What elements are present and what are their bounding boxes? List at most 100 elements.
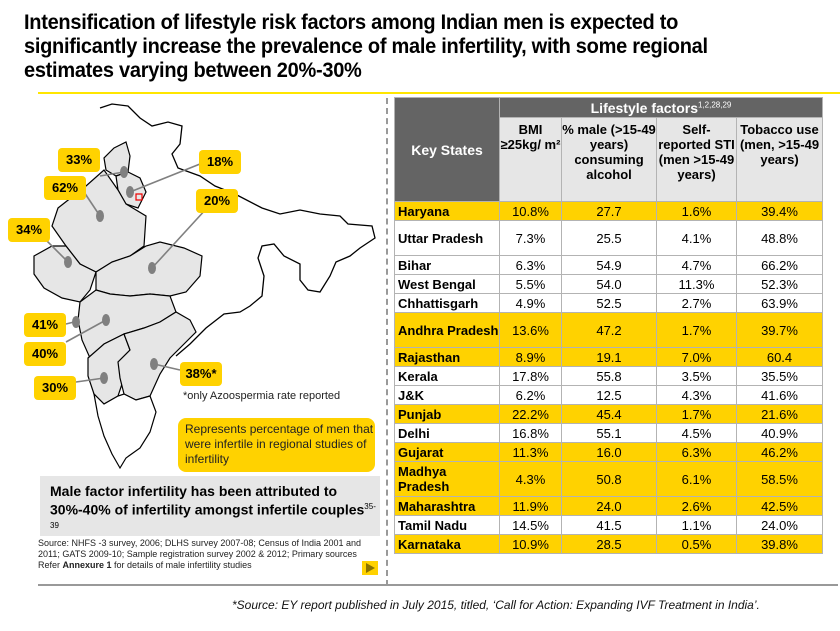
bottom-rule — [38, 584, 838, 586]
lifestyle-factors-header: Lifestyle factors1,2,28,29 — [499, 97, 823, 118]
table-row: Chhattisgarh 4.9% 52.5 2.7% 63.9% — [394, 293, 823, 313]
alcohol-cell: 54.0 — [561, 274, 657, 294]
tobacco-cell: 46.2% — [736, 442, 823, 462]
sti-cell: 1.1% — [656, 515, 737, 535]
annexure-link[interactable]: Annexure 1 — [62, 560, 112, 570]
state-cell: Maharashtra — [394, 496, 500, 516]
callout-haryana: 18% — [199, 150, 241, 174]
region-marker — [120, 166, 128, 178]
bmi-cell: 4.3% — [499, 461, 562, 497]
table-row: Uttar Pradesh 7.3% 25.5 4.1% 48.8% — [394, 220, 823, 256]
map-legend: Represents percentage of men that were i… — [178, 418, 375, 472]
bmi-cell: 6.3% — [499, 255, 562, 275]
leader-line — [65, 319, 107, 343]
sti-cell: 1.7% — [656, 404, 737, 424]
tobacco-cell: 41.6% — [736, 385, 823, 405]
tobacco-cell: 60.4 — [736, 347, 823, 367]
next-arrow-button[interactable] — [362, 561, 378, 575]
table-row: Bihar 6.3% 54.9 4.7% 66.2% — [394, 255, 823, 275]
bmi-cell: 11.9% — [499, 496, 562, 516]
sti-cell: 4.7% — [656, 255, 737, 275]
table-row: Andhra Pradesh 13.6% 47.2 1.7% 39.7% — [394, 312, 823, 348]
alcohol-cell: 16.0 — [561, 442, 657, 462]
state-cell: Chhattisgarh — [394, 293, 500, 313]
title-underline — [38, 92, 840, 94]
region-marker — [148, 262, 156, 274]
bmi-cell: 10.9% — [499, 534, 562, 554]
callout-maharashtra-west: 41% — [24, 313, 66, 337]
table-row: Kerala 17.8% 55.8 3.5% 35.5% — [394, 366, 823, 386]
bmi-cell: 16.8% — [499, 423, 562, 443]
tobacco-cell: 52.3% — [736, 274, 823, 294]
sti-cell: 4.5% — [656, 423, 737, 443]
sti-cell: 7.0% — [656, 347, 737, 367]
sources-prefix: Source: NHFS -3 survey, 2006; DLHS surve… — [38, 538, 362, 570]
alcohol-cell: 47.2 — [561, 312, 657, 348]
lifestyle-factors-table: Key States Lifestyle factors1,2,28,29 BM… — [394, 97, 823, 554]
bmi-cell: 13.6% — [499, 312, 562, 348]
sti-cell: 3.5% — [656, 366, 737, 386]
tobacco-cell: 35.5% — [736, 366, 823, 386]
table-row: Delhi 16.8% 55.1 4.5% 40.9% — [394, 423, 823, 443]
sources-text: Source: NHFS -3 survey, 2006; DLHS surve… — [38, 538, 378, 571]
callout-madhya-pradesh: 20% — [196, 189, 238, 213]
map-delhi-marker — [135, 193, 143, 201]
bmi-cell: 14.5% — [499, 515, 562, 535]
sti-cell: 6.3% — [656, 442, 737, 462]
state-cell: Delhi — [394, 423, 500, 443]
state-cell: Karnataka — [394, 534, 500, 554]
sti-cell: 0.5% — [656, 534, 737, 554]
lifestyle-factors-label: Lifestyle factors — [590, 99, 698, 116]
callout-maharashtra: 40% — [24, 342, 66, 366]
table-row: Madhya Pradesh 4.3% 50.8 6.1% 58.5% — [394, 461, 823, 497]
key-states-header: Key States — [394, 97, 500, 202]
sources-suffix: for details of male infertility studies — [111, 560, 252, 570]
sti-cell: 4.1% — [656, 220, 737, 256]
sti-cell: 1.7% — [656, 312, 737, 348]
table-row: Tamil Nadu 14.5% 41.5 1.1% 24.0% — [394, 515, 823, 535]
leader-line — [75, 377, 105, 383]
panel-divider — [386, 98, 388, 586]
title-line: estimates varying between 20%-30% — [24, 58, 362, 82]
region-marker — [72, 316, 80, 328]
state-cell: Tamil Nadu — [394, 515, 500, 535]
region-marker — [126, 186, 134, 198]
summary-box: Male factor infertility has been attribu… — [40, 476, 380, 536]
table-row: Gujarat 11.3% 16.0 6.3% 46.2% — [394, 442, 823, 462]
lifestyle-factors-superscript: 1,2,28,29 — [698, 99, 732, 109]
sti-cell: 4.3% — [656, 385, 737, 405]
footnote: *Source: EY report published in July 201… — [232, 598, 760, 612]
india-map — [33, 103, 376, 470]
sti-cell: 2.6% — [656, 496, 737, 516]
tobacco-cell: 39.7% — [736, 312, 823, 348]
alcohol-cell: 27.7 — [561, 201, 657, 221]
sti-cell: 11.3% — [656, 274, 737, 294]
title-line: Intensification of lifestyle risk factor… — [24, 10, 679, 34]
sti-cell: 6.1% — [656, 461, 737, 497]
state-cell: Gujarat — [394, 442, 500, 462]
leader-line — [151, 207, 208, 269]
tobacco-cell: 63.9% — [736, 293, 823, 313]
summary-superscript: 35-39 — [50, 502, 376, 530]
bmi-cell: 11.3% — [499, 442, 562, 462]
summary-text: Male factor infertility has been attribu… — [50, 483, 365, 518]
sti-cell: 1.6% — [656, 201, 737, 221]
table-row: Rajasthan 8.9% 19.1 7.0% 60.4 — [394, 347, 823, 367]
table-row: West Bengal 5.5% 54.0 11.3% 52.3% — [394, 274, 823, 294]
play-arrow-icon — [366, 563, 375, 573]
callout-karnataka: 30% — [34, 376, 76, 400]
region-marker — [100, 372, 108, 384]
callout-rajasthan: 62% — [44, 176, 86, 200]
tobacco-cell: 66.2% — [736, 255, 823, 275]
state-cell: Rajasthan — [394, 347, 500, 367]
leader-line — [153, 363, 181, 371]
state-cell: J&K — [394, 385, 500, 405]
alcohol-cell: 19.1 — [561, 347, 657, 367]
alcohol-cell: 55.1 — [561, 423, 657, 443]
page-title: Intensification of lifestyle risk factor… — [24, 10, 768, 82]
bmi-cell: 8.9% — [499, 347, 562, 367]
state-cell: Punjab — [394, 404, 500, 424]
table-row: J&K 6.2% 12.5 4.3% 41.6% — [394, 385, 823, 405]
alcohol-cell: 25.5 — [561, 220, 657, 256]
alcohol-cell: 41.5 — [561, 515, 657, 535]
